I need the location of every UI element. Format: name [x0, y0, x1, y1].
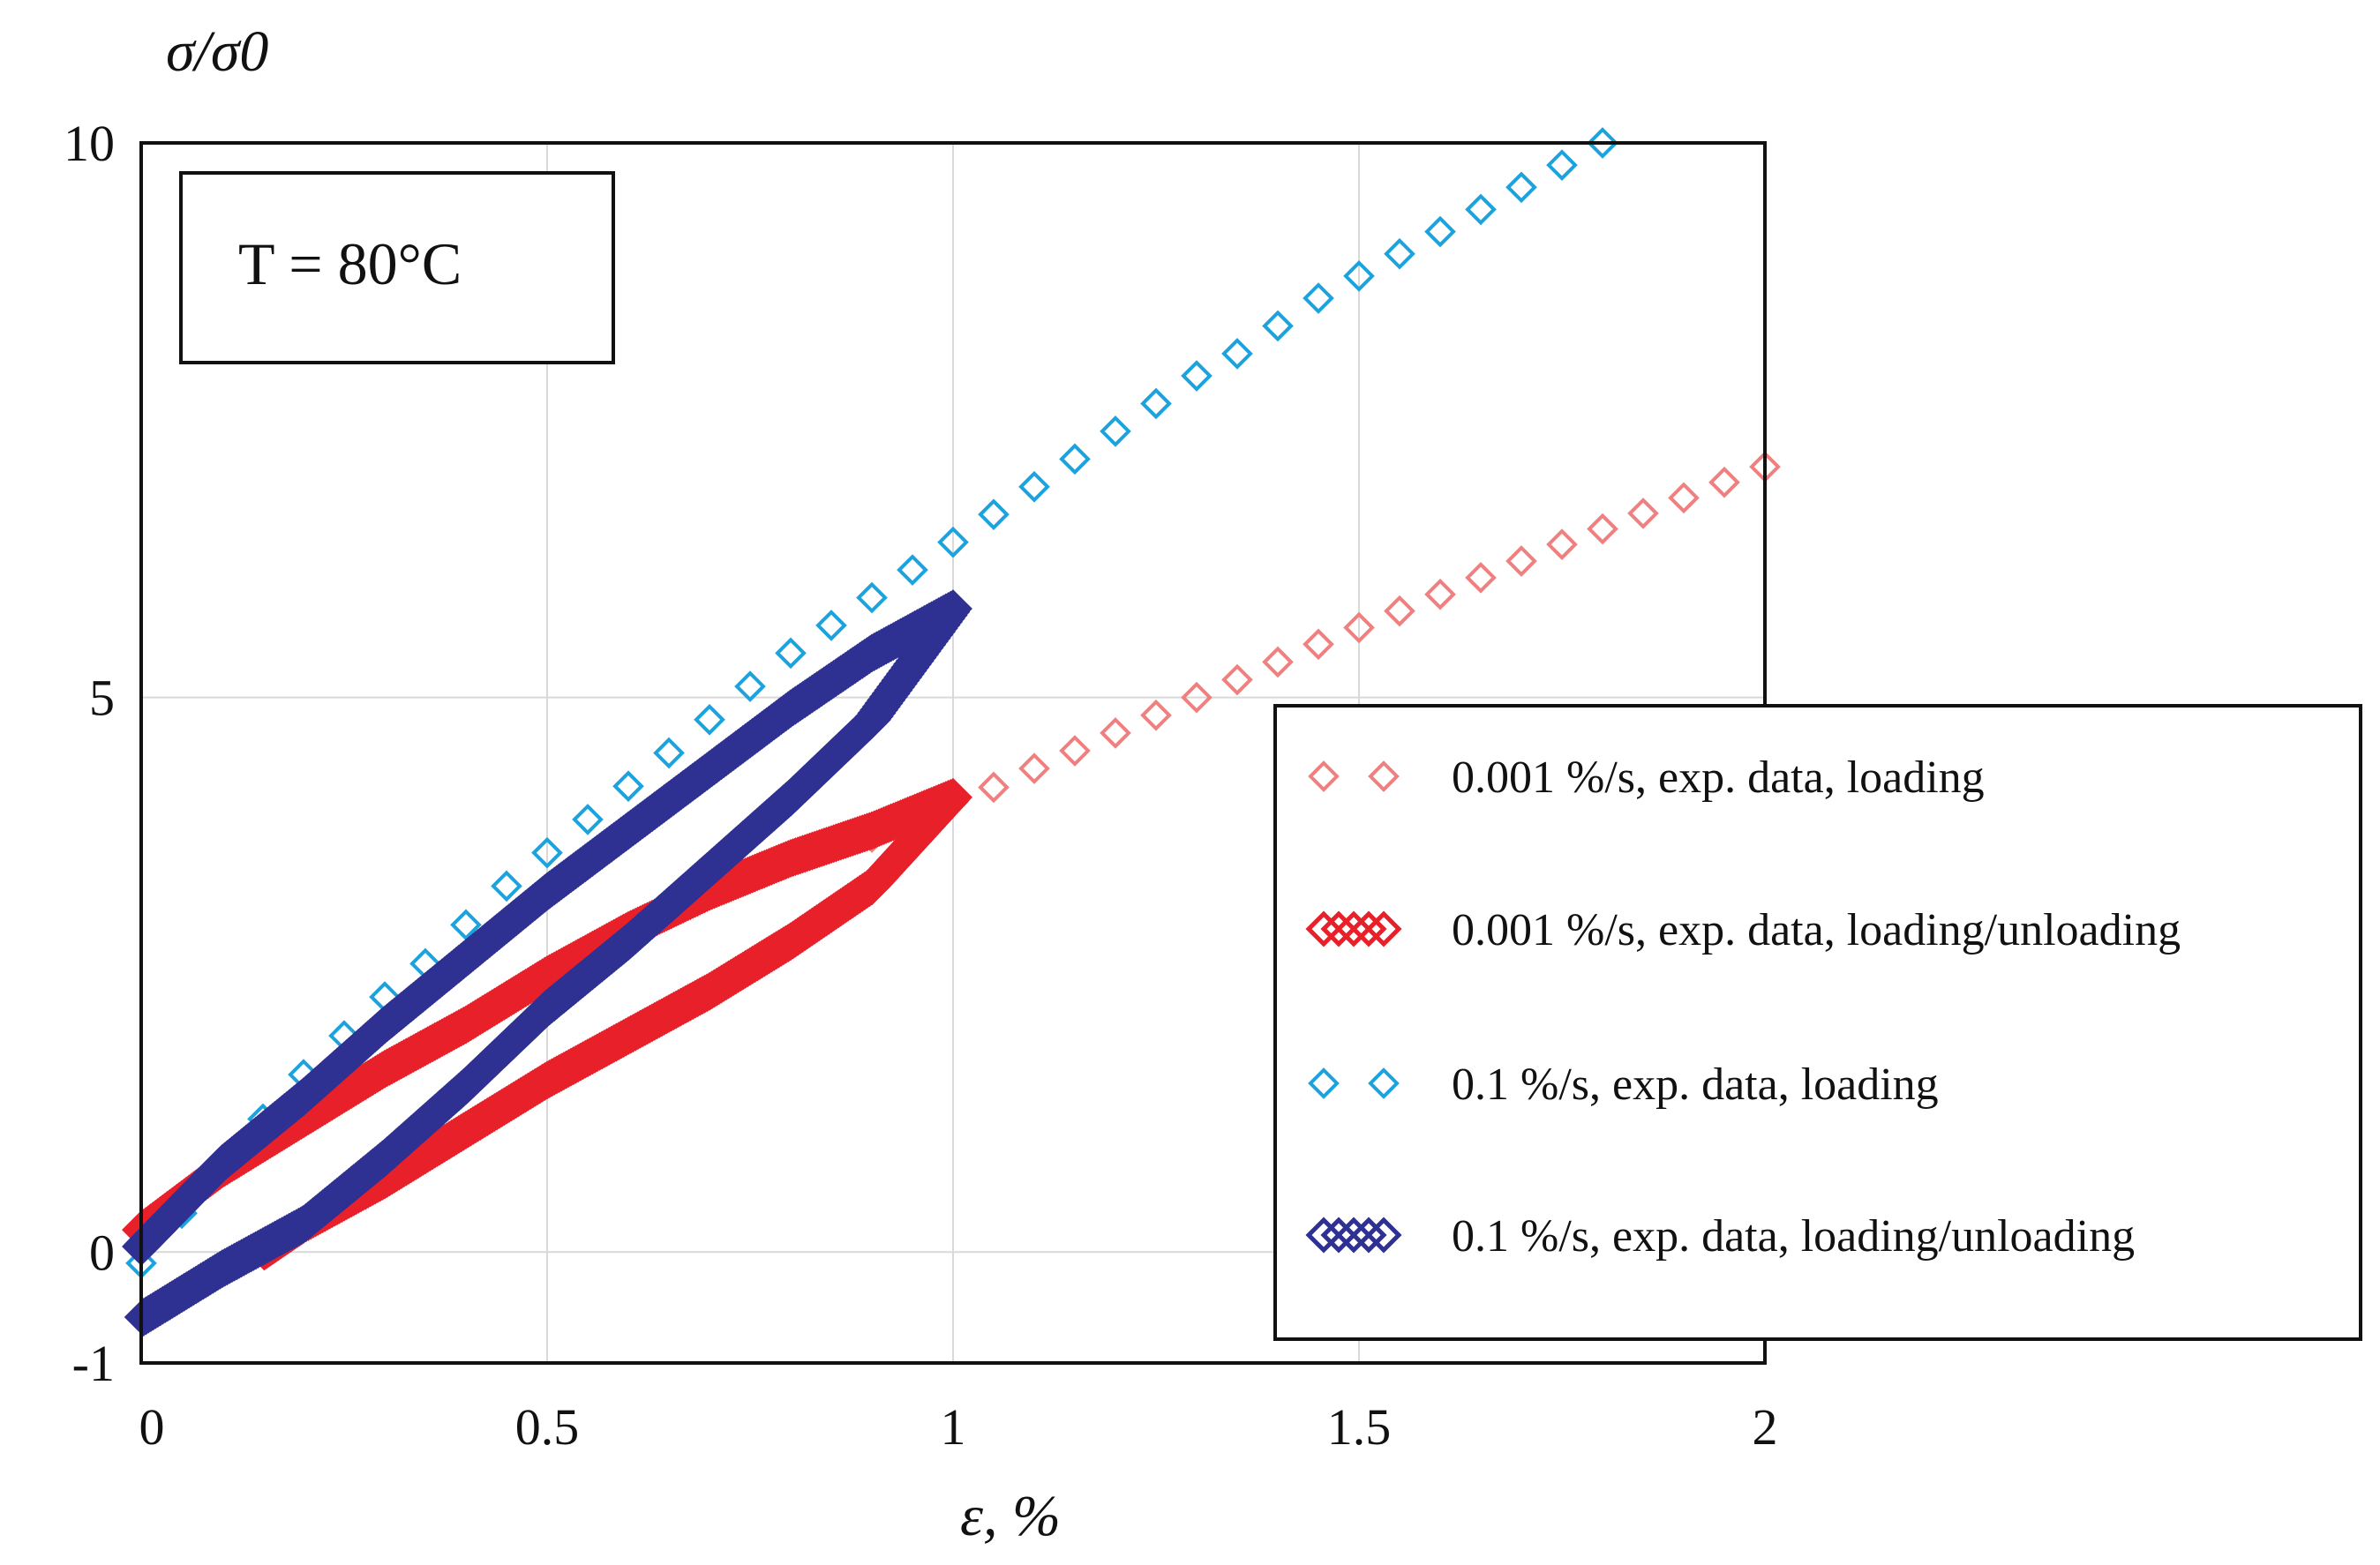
legend-item: 0.1 %/s, exp. data, loading/unloading: [1305, 1211, 2135, 1262]
data-point: [978, 771, 1010, 804]
legend-item: 0.1 %/s, exp. data, loading: [1308, 1060, 1939, 1110]
legend-label: 0.001 %/s, exp. data, loading: [1452, 753, 1985, 803]
data-point: [1384, 237, 1415, 270]
data-point: [1221, 338, 1253, 370]
data-point: [937, 526, 969, 558]
legend-marker: [1350, 910, 1387, 947]
data-point: [694, 703, 725, 736]
data-point: [1221, 663, 1253, 696]
data-point: [734, 670, 766, 702]
data-point: [775, 637, 807, 670]
x-tick-label: 2: [1753, 1398, 1778, 1456]
data-point: [1546, 528, 1578, 560]
data-point: [1384, 595, 1415, 627]
data-point: [897, 554, 928, 586]
data-point: [1303, 628, 1334, 661]
legend-marker: [1335, 1217, 1372, 1254]
legend-marker: [1305, 1217, 1342, 1254]
data-point: [1181, 681, 1213, 714]
series-layer: [122, 127, 1781, 1337]
legend-marker: [1305, 910, 1342, 947]
legend-marker: [1365, 1217, 1402, 1254]
y-tick-labels: -1 0 5 10: [64, 115, 115, 1392]
data-point: [1059, 735, 1091, 767]
data-point: [1587, 127, 1618, 159]
data-point: [1465, 193, 1497, 226]
legend-item: 0.001 %/s, exp. data, loading: [1308, 753, 1985, 803]
data-point: [1059, 443, 1091, 475]
data-point: [978, 498, 1010, 531]
legend-box: [1273, 704, 2362, 1341]
series-4: [122, 589, 972, 1337]
data-point: [815, 610, 847, 641]
data-point: [1708, 466, 1740, 498]
x-tick-labels: 0 0.5 1 1.5 2: [139, 1398, 1778, 1456]
data-point: [572, 804, 604, 835]
data-point: [653, 737, 685, 769]
legend-label: 0.1 %/s, exp. data, loading/unloading: [1452, 1211, 2135, 1262]
y-tick-label: -1: [72, 1335, 115, 1392]
legend-item: 0.001 %/s, exp. data, loading/unloading: [1305, 905, 2181, 955]
data-point: [1181, 360, 1213, 392]
legend-marker: [1308, 1067, 1340, 1099]
data-point: [1505, 545, 1537, 577]
data-point: [450, 909, 482, 941]
legend: 0.001 %/s, exp. data, loading 0.001 %/s, …: [1273, 704, 2362, 1341]
data-point: [1140, 699, 1172, 731]
data-point: [1424, 215, 1456, 248]
legend-marker: [1320, 1217, 1357, 1254]
temperature-annotation: T = 80°C: [238, 230, 462, 297]
legend-marker: [1335, 910, 1372, 947]
data-point: [531, 836, 563, 869]
y-tick-label: 10: [64, 115, 115, 172]
data-point: [1140, 387, 1172, 420]
legend-marker: [1320, 910, 1357, 947]
y-tick-label: 5: [89, 670, 115, 727]
data-point: [491, 870, 522, 902]
data-point: [1587, 513, 1618, 545]
data-point: [1465, 562, 1497, 594]
data-point: [1343, 611, 1375, 644]
x-tick-label: 0: [139, 1398, 165, 1456]
data-point: [1546, 149, 1578, 181]
data-point: [1018, 470, 1050, 503]
loop-marker-unloading: [124, 1298, 163, 1337]
y-axis-label: σ/σ0: [166, 19, 268, 84]
x-tick-label: 0.5: [515, 1398, 580, 1456]
data-point: [1343, 260, 1375, 292]
legend-marker: [1368, 760, 1400, 792]
annotation-box: T = 80°C: [179, 171, 615, 364]
data-point: [1505, 171, 1537, 204]
data-point: [1262, 646, 1294, 678]
data-point: [1018, 753, 1050, 784]
x-axis-label: ε, %: [960, 1484, 1061, 1548]
data-point: [1668, 482, 1700, 514]
legend-label: 0.1 %/s, exp. data, loading: [1452, 1060, 1939, 1110]
data-point: [612, 770, 644, 803]
x-tick-label: 1.5: [1327, 1398, 1392, 1456]
data-point: [1627, 498, 1659, 529]
legend-marker: [1368, 1067, 1400, 1099]
legend-marker: [1350, 1217, 1387, 1254]
data-point: [1262, 310, 1294, 342]
data-point: [1100, 416, 1131, 447]
y-tick-label: 0: [89, 1224, 115, 1281]
x-tick-label: 1: [941, 1398, 966, 1456]
data-point: [856, 581, 888, 614]
series-3: [125, 127, 1618, 1279]
legend-label: 0.001 %/s, exp. data, loading/unloading: [1452, 905, 2181, 955]
legend-marker: [1365, 910, 1402, 947]
data-point: [1424, 578, 1456, 610]
data-point: [1100, 717, 1131, 749]
legend-marker: [1308, 760, 1340, 792]
data-point: [1303, 282, 1334, 314]
